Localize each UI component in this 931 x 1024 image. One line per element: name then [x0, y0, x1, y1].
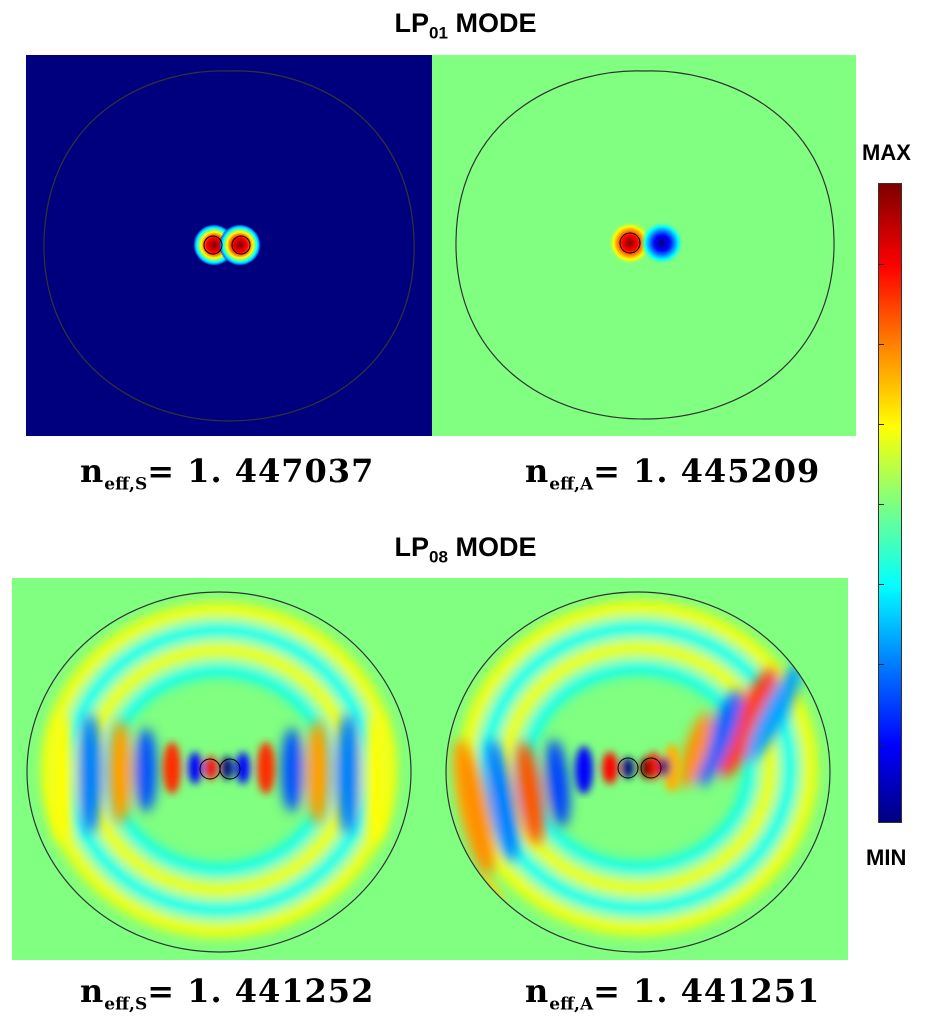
lp08-mode-title: LP08 MODE [0, 532, 931, 567]
core-outline-right-b [640, 757, 662, 779]
fiber-cladding-outline [455, 70, 835, 420]
fiber-cladding-outline-left [26, 591, 412, 953]
neff-subscript: eff,S [104, 994, 148, 1015]
negative-lobe [640, 221, 684, 265]
neff-equals: = [147, 972, 188, 1010]
colorbar-tick [879, 264, 884, 265]
positive-lobe [608, 221, 652, 265]
lp08-neff-symmetric: neff,S= 1. 441252 [80, 972, 374, 1014]
colorbar-tick [879, 584, 884, 585]
lp01-title-suffix: MODE [447, 8, 537, 38]
lp01-title-main: LP [394, 8, 430, 38]
neff-value: 1. 445209 [633, 452, 821, 490]
neff-equals: = [593, 452, 634, 490]
colorbar-tick [879, 424, 884, 425]
lp08-title-main: LP [394, 532, 430, 562]
neff-equals: = [593, 972, 634, 1010]
lp08-antisymmetric-field-map [454, 601, 817, 938]
neff-subscript: eff,A [549, 994, 594, 1015]
colorbar-tick [879, 664, 884, 665]
core-outline-right-a [617, 757, 639, 779]
core-outline-right [231, 235, 251, 255]
colorbar-min-label: MIN [866, 845, 907, 870]
lp08-neff-antisymmetric: neff,A= 1. 441251 [525, 972, 820, 1014]
neff-value: 1. 441251 [633, 972, 821, 1010]
neff-symbol: n [80, 972, 105, 1010]
neff-equals: = [147, 452, 188, 490]
neff-symbol: n [80, 452, 105, 490]
fiber-cladding-outline-right [445, 591, 831, 953]
neff-subscript: eff,S [104, 474, 148, 495]
colorbar [878, 183, 902, 823]
colorbar-max-label: MAX [862, 140, 911, 165]
colorbar-tick [879, 504, 884, 505]
lp08-field-maps [12, 578, 848, 960]
fiber-cladding-outline [43, 70, 415, 422]
neff-value: 1. 441252 [187, 972, 375, 1010]
lp08-symmetric-field-map [42, 603, 396, 937]
core-outline-left [203, 235, 223, 255]
lp08-title-sub: 08 [429, 547, 448, 567]
lp01-neff-symmetric: neff,S= 1. 447037 [80, 452, 374, 494]
lp01-neff-antisymmetric: neff,A= 1. 445209 [525, 452, 820, 494]
neff-subscript: eff,A [549, 474, 594, 495]
core-glow-right [219, 224, 261, 266]
core-outline-left [619, 232, 641, 254]
core-outline-left-b [219, 758, 241, 780]
lp01-antisymmetric-field-map [432, 55, 856, 436]
colorbar-tick [879, 744, 884, 745]
lp01-title-sub: 01 [429, 23, 448, 43]
colorbar-tick [879, 344, 884, 345]
lp08-title-suffix: MODE [447, 532, 537, 562]
neff-symbol: n [525, 452, 550, 490]
neff-value: 1. 447037 [187, 452, 375, 490]
lp01-mode-title: LP01 MODE [0, 8, 931, 43]
neff-symbol: n [525, 972, 550, 1010]
lp01-symmetric-field-map [26, 55, 432, 436]
